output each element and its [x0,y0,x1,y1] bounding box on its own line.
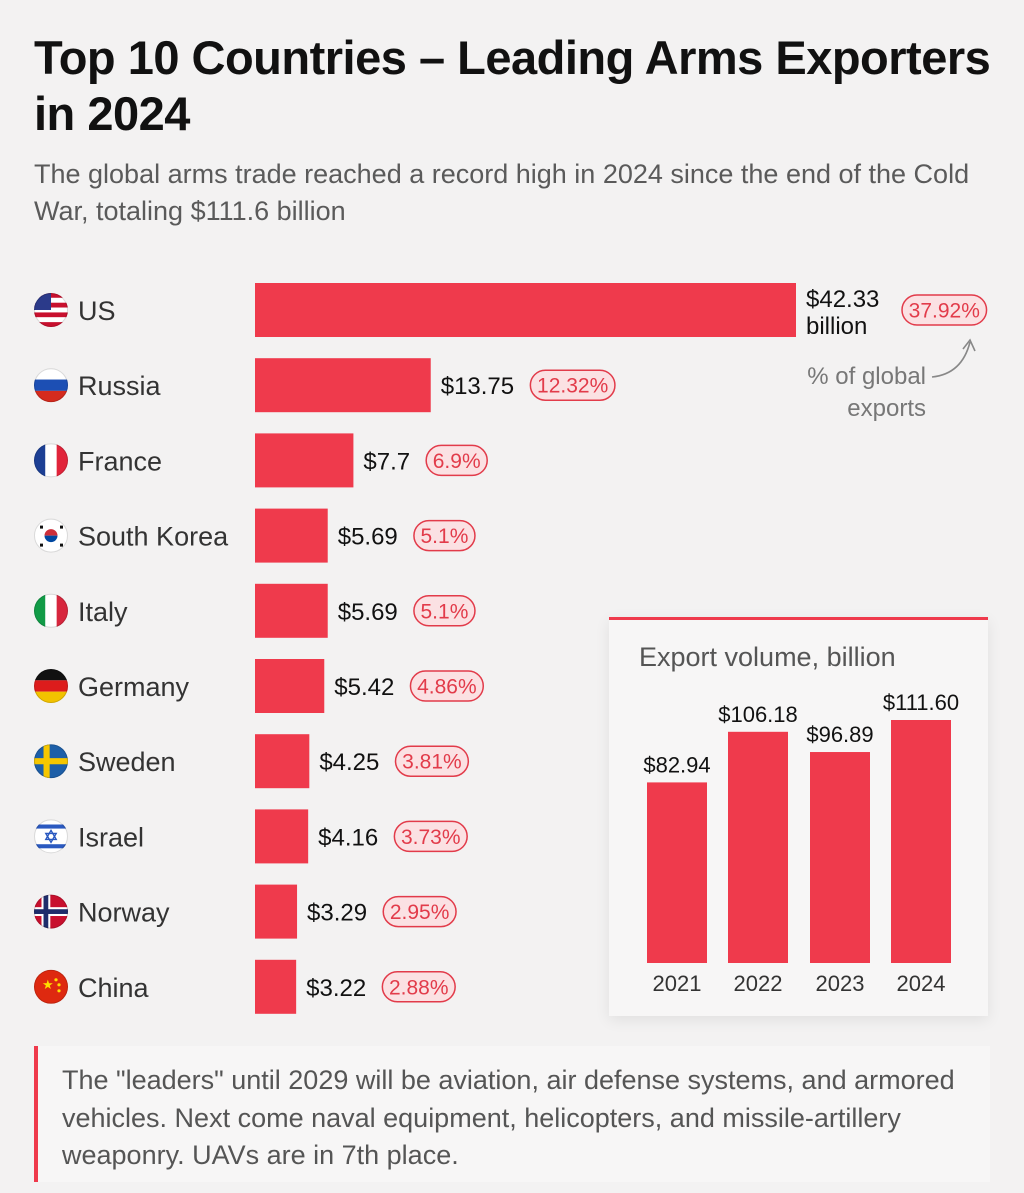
share-pill [413,519,476,552]
share-pill [393,820,468,853]
footer-text: The "leaders" until 2029 will be aviatio… [62,1065,955,1170]
volume-bar-2021 [647,782,707,963]
annotation-line-2: exports [847,395,926,422]
bar-italy [255,583,328,638]
bar-norway [255,884,298,939]
israel-flag-icon [34,819,68,854]
us-flag-icon [34,293,68,327]
value-label: $42.33 [806,286,879,313]
country-label: China [78,973,150,1003]
bar-france [255,433,354,488]
share-label: 12.32% [537,375,608,398]
volume-bar-2022 [728,731,788,963]
value-label: $4.25 [319,749,379,776]
bar-israel [255,809,309,864]
china-flag-icon: ★ [34,969,68,1004]
footer-note: The "leaders" until 2029 will be aviatio… [34,1046,990,1182]
country-label: Sweden [78,747,176,777]
country-label: Italy [78,597,128,627]
value-label: $13.75 [441,373,514,400]
value-label: $3.22 [306,975,366,1002]
bar-us [255,283,796,337]
volume-value-label: $82.94 [643,752,710,777]
value-label: $5.69 [338,524,398,551]
italy-flag-icon [34,593,68,628]
share-label: 37.92% [909,300,980,323]
share-label: 2.88% [389,976,449,999]
bar-germany [255,659,325,713]
volume-value-label: $96.89 [806,722,873,747]
sweden-flag-icon [34,744,68,779]
share-label: 5.1% [421,525,469,548]
export-volume-panel: $82.94 2021 $106.18 2022 $96.89 2023 $111.60 20… [609,617,988,1016]
share-pill [413,595,476,627]
country-label: US [78,296,116,326]
bar-china [255,959,297,1014]
share-pill [394,745,470,777]
volume-bar-2023 [810,752,870,963]
page-subtitle: The global arms trade reached a record h… [34,159,970,226]
volume-value-label: $106.18 [718,702,798,727]
volume-year-label: 2021 [653,971,702,996]
bar-sweden [255,734,310,789]
share-label: 3.81% [402,751,462,774]
value-unit-label: billion [806,313,867,340]
share-pill [425,444,488,477]
country-label: South Korea [78,522,229,552]
share-label: 6.9% [433,450,481,473]
share-label: 2.95% [390,901,450,924]
country-label: Russia [78,371,162,401]
country-label: Germany [78,672,190,702]
country-label: Israel [78,822,144,852]
bar-south-korea [255,508,328,563]
country-label: France [78,446,162,476]
value-label: $5.69 [338,599,398,626]
share-pill [409,670,485,702]
share-pill [901,294,988,326]
norway-flag-icon [34,894,68,929]
export-volume-chart: $82.94 2021 $106.18 2022 $96.89 2023 $111.60 20… [643,690,959,996]
export-volume-title: Export volume, billion [639,642,896,672]
annotation-arrowhead [962,338,976,352]
volume-year-label: 2022 [734,971,783,996]
share-pill [529,369,616,401]
svg-text:★: ★ [42,978,54,993]
russia-flag-icon [34,368,68,403]
share-pill [382,895,457,928]
volume-year-label: 2024 [897,971,946,996]
country-label: Norway [78,898,170,928]
volume-value-label: $111.60 [883,690,959,715]
germany-flag-icon [34,669,68,703]
share-label: 4.86% [417,676,477,699]
value-label: $4.16 [318,824,378,851]
value-label: $3.29 [307,900,367,927]
france-flag-icon [34,443,68,478]
value-label: $7.7 [363,448,410,475]
bar-russia [255,358,431,413]
south-korea-flag-icon [34,518,68,553]
annotation-arrow [931,341,971,378]
volume-bar-2024 [891,720,951,963]
page-title: Top 10 Countries – Leading Arms Exporter… [34,31,991,140]
share-label: 5.1% [421,600,469,623]
share-pill [381,971,456,1003]
value-label: $5.42 [334,674,394,701]
annotation-line-1: % of global [807,363,926,390]
share-label: 3.73% [401,826,461,849]
volume-year-label: 2023 [816,971,865,996]
